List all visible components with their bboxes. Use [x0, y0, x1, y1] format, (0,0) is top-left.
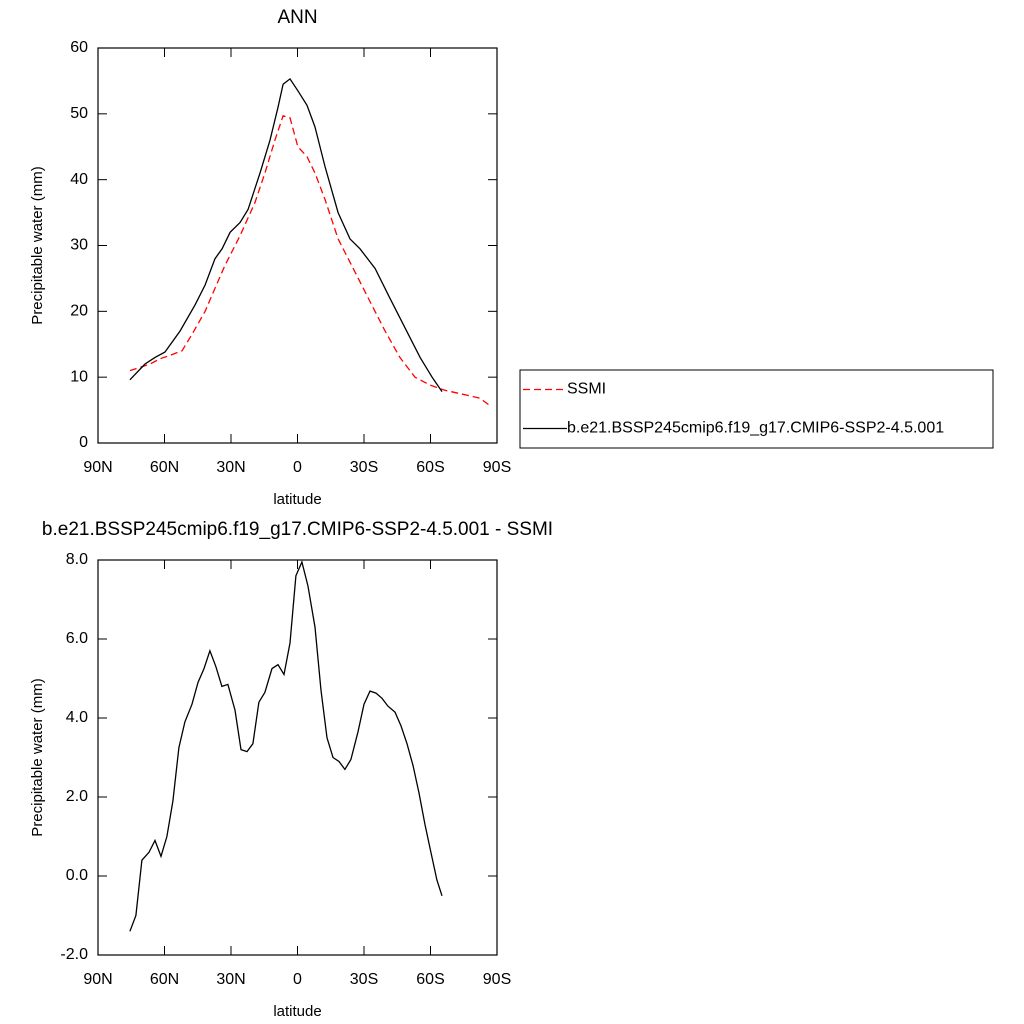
x-tick-label: 60S — [416, 459, 444, 476]
y-tick-label: 30 — [70, 237, 88, 254]
y-tick-label: 6.0 — [66, 630, 88, 647]
y-tick-label: 40 — [70, 171, 88, 188]
plot-frame — [97, 559, 498, 956]
legend-label: b.e21.BSSP245cmip6.f19_g17.CMIP6-SSP2-4.… — [567, 420, 944, 437]
chart-title: b.e21.BSSP245cmip6.f19_g17.CMIP6-SSP2-4.… — [42, 519, 553, 540]
x-tick-label: 30N — [216, 971, 245, 988]
x-tick-label: 60S — [416, 971, 444, 988]
y-tick-label: 10 — [70, 368, 88, 385]
y-tick-label: 20 — [70, 303, 88, 320]
x-tick-label: 60N — [150, 971, 179, 988]
y-tick-label: 8.0 — [66, 551, 88, 568]
x-tick-label: 90S — [483, 459, 511, 476]
x-tick-label: 0 — [293, 459, 302, 476]
x-tick-label: 60N — [150, 459, 179, 476]
y-tick-label: 50 — [70, 105, 88, 122]
x-axis-label: latitude — [273, 491, 321, 508]
data-line — [129, 77, 443, 392]
data-line — [129, 559, 443, 932]
x-axis-label: latitude — [273, 1003, 321, 1020]
legend-label: SSMI — [567, 381, 606, 398]
y-tick-label: 0.0 — [66, 867, 88, 884]
x-tick-label: 30N — [216, 459, 245, 476]
legend-box — [519, 369, 994, 449]
x-tick-label: 30S — [350, 459, 378, 476]
x-tick-label: 30S — [350, 971, 378, 988]
chart-title: ANN — [277, 7, 317, 28]
data-line — [129, 115, 490, 406]
y-axis-label: Precipitable water (mm) — [29, 678, 46, 836]
x-tick-label: 90N — [83, 971, 112, 988]
y-tick-label: 4.0 — [66, 709, 88, 726]
x-tick-label: 90S — [483, 971, 511, 988]
y-tick-label: 0 — [79, 434, 88, 451]
x-tick-label: 90N — [83, 459, 112, 476]
y-axis-label: Precipitable water (mm) — [29, 166, 46, 324]
y-tick-label: -2.0 — [60, 946, 88, 963]
y-tick-label: 60 — [70, 39, 88, 56]
x-tick-label: 0 — [293, 971, 302, 988]
y-tick-label: 2.0 — [66, 788, 88, 805]
